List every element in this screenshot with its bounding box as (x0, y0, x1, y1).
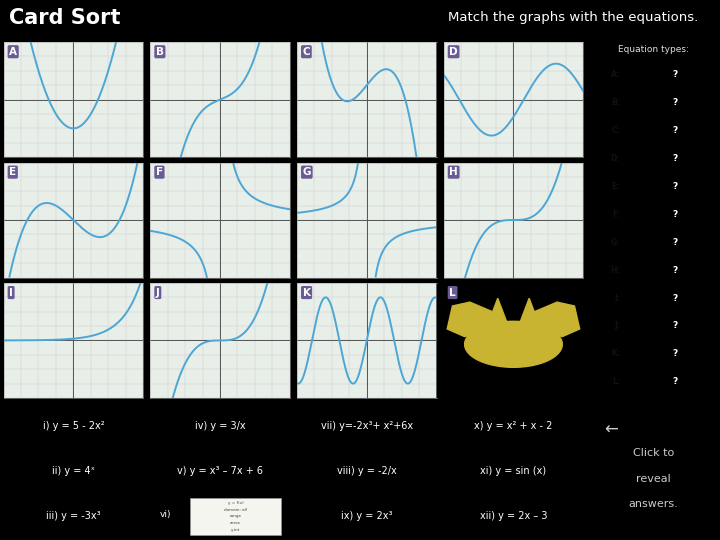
Text: iii) y = -3x³: iii) y = -3x³ (46, 511, 101, 521)
Text: I: I (9, 288, 13, 298)
Polygon shape (447, 302, 508, 336)
Text: ←: ← (604, 421, 618, 438)
Text: ix) y = 2x³: ix) y = 2x³ (341, 511, 392, 521)
Text: Match the graphs with the equations.: Match the graphs with the equations. (448, 11, 698, 24)
Text: vii) y=-2x³+ x²+6x: vii) y=-2x³+ x²+6x (320, 421, 413, 431)
Text: A: A (9, 47, 17, 57)
Text: ?: ? (672, 294, 678, 302)
Text: ?: ? (672, 377, 678, 386)
Text: i) y = 5 - 2x²: i) y = 5 - 2x² (42, 421, 104, 431)
Text: answers.: answers. (629, 499, 678, 509)
Text: Equation types:: Equation types: (618, 45, 689, 54)
Text: K:: K: (611, 349, 620, 359)
Text: B: B (156, 47, 164, 57)
Polygon shape (518, 302, 580, 336)
Text: ?: ? (672, 266, 678, 274)
Text: ?: ? (672, 98, 678, 107)
Text: viii) y = -2/x: viii) y = -2/x (337, 466, 397, 476)
Text: J: J (156, 288, 160, 298)
Text: range: range (230, 514, 241, 518)
Text: H:: H: (611, 266, 620, 274)
Text: L:: L: (612, 377, 620, 386)
Text: domain: all: domain: all (224, 508, 247, 511)
Polygon shape (489, 298, 506, 321)
Text: B:: B: (611, 98, 620, 107)
Text: D: D (449, 47, 458, 57)
Text: I:: I: (614, 294, 620, 302)
Text: K: K (302, 288, 310, 298)
Text: ?: ? (672, 126, 678, 135)
Text: D:: D: (611, 154, 620, 163)
Text: ?: ? (672, 238, 678, 247)
Text: E: E (9, 167, 17, 177)
Text: iv) y = 3/x: iv) y = 3/x (194, 421, 246, 431)
Text: F:: F: (612, 210, 620, 219)
Text: y = f(x): y = f(x) (228, 501, 243, 505)
Text: zeros: zeros (230, 521, 241, 525)
Text: x) y = x² + x - 2: x) y = x² + x - 2 (474, 421, 553, 431)
Text: v) y = x³ – 7x + 6: v) y = x³ – 7x + 6 (177, 466, 263, 476)
Text: G:: G: (611, 238, 620, 247)
Text: A:: A: (611, 70, 620, 79)
Polygon shape (464, 321, 562, 367)
Text: ?: ? (672, 349, 678, 359)
Text: C:: C: (611, 126, 620, 135)
Text: H: H (449, 167, 458, 177)
Text: ?: ? (672, 321, 678, 330)
Text: G: G (302, 167, 311, 177)
Text: ?: ? (672, 182, 678, 191)
Text: Click to: Click to (633, 448, 674, 458)
Polygon shape (521, 298, 538, 321)
Text: ?: ? (672, 154, 678, 163)
Text: L: L (449, 288, 456, 298)
Text: reveal: reveal (636, 474, 671, 484)
Text: E:: E: (611, 182, 620, 191)
Text: ii) y = 4ˣ: ii) y = 4ˣ (52, 466, 95, 476)
Text: J:: J: (614, 321, 620, 330)
Text: C: C (302, 47, 310, 57)
FancyBboxPatch shape (191, 498, 281, 535)
Text: y-int: y-int (231, 528, 240, 532)
Text: Card Sort: Card Sort (9, 8, 121, 28)
Text: ?: ? (672, 210, 678, 219)
Text: xii) y = 2x – 3: xii) y = 2x – 3 (480, 511, 547, 521)
Text: vi): vi) (159, 510, 171, 519)
Text: ?: ? (672, 70, 678, 79)
Text: F: F (156, 167, 163, 177)
Text: xi) y = sin (x): xi) y = sin (x) (480, 466, 546, 476)
